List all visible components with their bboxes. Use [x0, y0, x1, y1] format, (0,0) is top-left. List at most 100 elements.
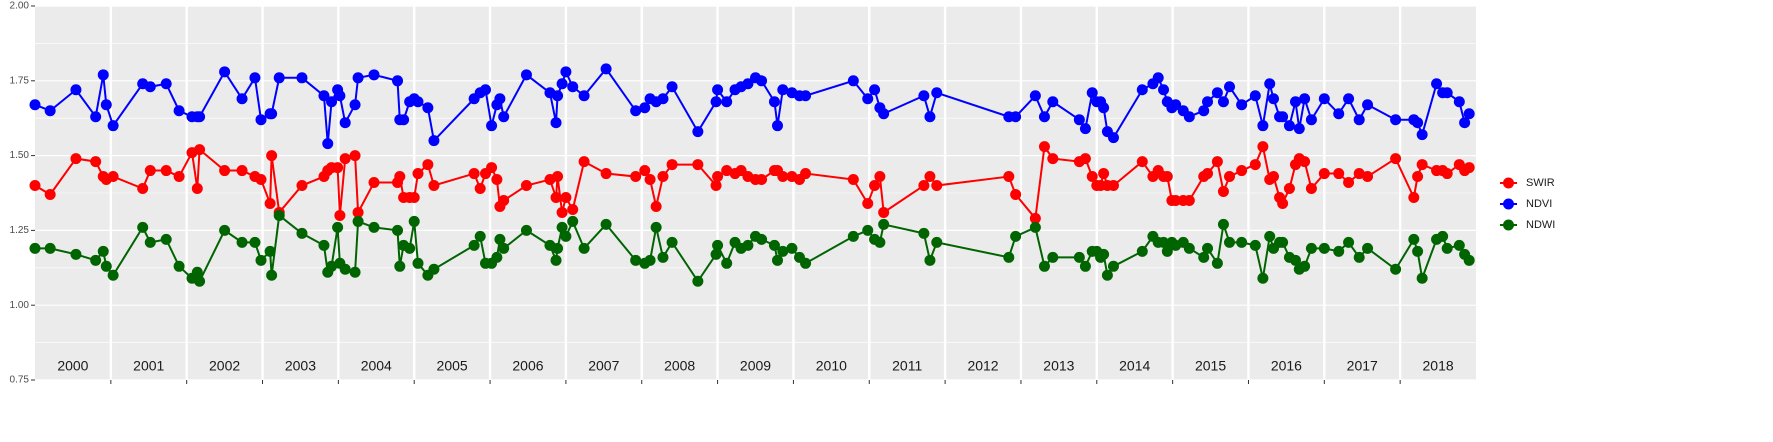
point [1277, 111, 1289, 123]
point [520, 224, 532, 236]
point [1408, 233, 1420, 245]
point [847, 230, 859, 242]
point [1333, 245, 1345, 257]
point [296, 180, 308, 192]
point [1289, 254, 1301, 266]
point [1038, 141, 1050, 153]
point [560, 230, 572, 242]
point [560, 66, 572, 78]
point [721, 257, 733, 269]
point [1010, 111, 1022, 123]
point [498, 194, 510, 206]
point [1073, 114, 1085, 126]
point [862, 224, 874, 236]
point [107, 120, 119, 132]
point [255, 174, 267, 186]
year-label: 2002 [209, 358, 240, 374]
legend-marker [1503, 198, 1514, 210]
point [90, 254, 102, 266]
point [1463, 108, 1475, 120]
point [428, 180, 440, 192]
point [236, 236, 248, 248]
point [657, 171, 669, 183]
point [44, 242, 56, 254]
point [249, 236, 261, 248]
point [1257, 141, 1269, 153]
point [326, 260, 338, 272]
point [1362, 242, 1374, 254]
point [408, 215, 420, 227]
point [1293, 123, 1305, 135]
y-tick-label: 1.00 [10, 300, 30, 311]
point [1047, 153, 1059, 165]
year-label: 2007 [588, 358, 619, 374]
point [160, 233, 172, 245]
point [556, 221, 568, 233]
point [144, 236, 156, 248]
point [1086, 87, 1098, 99]
point [173, 171, 185, 183]
point [639, 165, 651, 177]
point [339, 153, 351, 165]
point [236, 165, 248, 177]
point [1459, 117, 1471, 129]
point [474, 183, 486, 195]
point [160, 78, 172, 90]
point [878, 206, 890, 218]
point [334, 209, 346, 221]
point [847, 75, 859, 87]
point [1463, 162, 1475, 174]
point [29, 99, 41, 111]
point [1202, 96, 1214, 108]
point [1299, 260, 1311, 272]
point [710, 180, 722, 192]
point [236, 93, 248, 105]
point [1333, 168, 1345, 180]
point [1343, 236, 1355, 248]
point [712, 84, 724, 96]
point [1257, 272, 1269, 284]
point [394, 171, 406, 183]
point [144, 81, 156, 93]
point [219, 165, 231, 177]
point [137, 221, 149, 233]
point [924, 111, 936, 123]
point [412, 96, 424, 108]
point [552, 90, 564, 102]
point [862, 197, 874, 209]
point [1079, 260, 1091, 272]
point [1249, 159, 1261, 171]
point [1268, 171, 1280, 183]
point [878, 218, 890, 230]
point [100, 260, 112, 272]
point [657, 93, 669, 105]
point [219, 224, 231, 236]
point [1453, 96, 1465, 108]
point [1249, 90, 1261, 102]
point [630, 105, 642, 117]
point [931, 180, 943, 192]
point [296, 227, 308, 239]
point [1211, 87, 1223, 99]
point [422, 102, 434, 114]
point [1107, 260, 1119, 272]
point [869, 84, 881, 96]
point [800, 168, 812, 180]
point [1441, 87, 1453, 99]
point [1441, 168, 1453, 180]
point [1264, 230, 1276, 242]
point [567, 203, 579, 215]
point [768, 239, 780, 251]
point [1318, 93, 1330, 105]
point [578, 242, 590, 254]
point [249, 72, 261, 84]
point [296, 72, 308, 84]
point [318, 90, 330, 102]
point [639, 102, 651, 114]
point [1079, 123, 1091, 135]
point [800, 90, 812, 102]
point [322, 138, 334, 150]
point [666, 81, 678, 93]
point [422, 159, 434, 171]
year-label: 2012 [967, 358, 998, 374]
